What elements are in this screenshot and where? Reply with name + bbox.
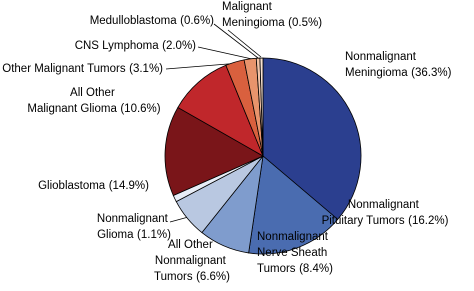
category-label: All Other Malignant Tumors [0, 63, 126, 75]
label-line: Nonmalignant [97, 213, 171, 225]
leader-line [197, 46, 253, 60]
leader-line [165, 62, 241, 70]
label-line: Meningioma [222, 17, 285, 29]
label-line: Nonmalignant [345, 51, 419, 63]
slice-label: Nonmalignant Pituitary Tumors (16.2%) [322, 199, 449, 227]
label-line: All Other [168, 239, 216, 251]
value-label: (2.0%) [162, 40, 196, 52]
value-label: (0.5%) [288, 17, 322, 29]
value-label: (16.2%) [408, 215, 448, 227]
slice-label: All Other Malignant Glioma (10.6%) [27, 87, 160, 115]
value-label: (3.1%) [129, 63, 163, 75]
slice-label: Glioblastoma (14.9%) [38, 180, 149, 192]
pie-slice [262, 57, 362, 220]
label-line: All Other [70, 87, 118, 99]
pie-slice [259, 57, 264, 157]
leader-line [213, 23, 259, 59]
slice-label: Nonmalignant Meningioma (36.3%) [345, 51, 452, 79]
label-line: Glioma [97, 229, 134, 241]
category-label: Nonmalignant Nerve Sheath Tumors [257, 231, 331, 275]
label-line: Malignant Glioma [27, 103, 117, 115]
slice-label: Medulloblastoma (0.6%) [90, 15, 214, 27]
label-line: Medulloblastoma [90, 15, 178, 27]
slice-label: All Other Nonmalignant Tumors (6.6%) [154, 239, 230, 283]
label-line: Nonmalignant [348, 199, 422, 211]
leader-line [227, 29, 262, 58]
label-line: All Other Malignant Tumors [0, 63, 126, 75]
label-line: Glioblastoma [38, 180, 106, 192]
value-label: (36.3%) [411, 67, 451, 79]
category-label: CNS Lymphoma [75, 40, 160, 52]
slices [164, 57, 362, 255]
slice-label: Malignant Meningioma (0.5%) [222, 1, 322, 29]
label-line: Malignant [222, 1, 275, 13]
category-label: Nonmalignant Meningioma [345, 51, 419, 79]
label-line: Nonmalignant [257, 231, 331, 243]
label-line: Pituitary Tumors [322, 215, 405, 227]
category-label: All Other Nonmalignant Tumors [154, 239, 229, 283]
category-label: Malignant Meningioma [222, 1, 285, 29]
label-line: Nonmalignant [155, 255, 229, 267]
value-label: (10.6%) [120, 103, 160, 115]
slice-label: CNS Lymphoma (2.0%) [75, 40, 196, 52]
value-label: (0.6%) [180, 15, 214, 27]
slice-label: All Other Malignant Tumors (3.1%) [0, 63, 163, 75]
label-line: Tumors [154, 271, 193, 283]
value-label: (8.4%) [299, 263, 333, 275]
label-line: Nerve Sheath [257, 247, 331, 259]
category-label: Medulloblastoma [90, 15, 178, 27]
label-line: CNS Lymphoma [75, 40, 160, 52]
slice-label: Nonmalignant Nerve Sheath Tumors (8.4%) [257, 231, 333, 275]
category-label: All Other Malignant Glioma [27, 87, 118, 115]
value-label: (14.9%) [109, 180, 149, 192]
pie-slice [164, 106, 264, 197]
category-label: Nonmalignant Glioma [97, 213, 171, 241]
category-label: Nonmalignant Pituitary Tumors [322, 199, 423, 227]
value-label: (1.1%) [137, 229, 171, 241]
slice-label: Nonmalignant Glioma (1.1%) [97, 213, 171, 241]
category-label: Glioblastoma [38, 180, 106, 192]
label-line: Meningioma [345, 67, 408, 79]
label-line: Tumors [257, 263, 296, 275]
pie-slice [248, 155, 339, 255]
value-label: (6.6%) [196, 271, 230, 283]
